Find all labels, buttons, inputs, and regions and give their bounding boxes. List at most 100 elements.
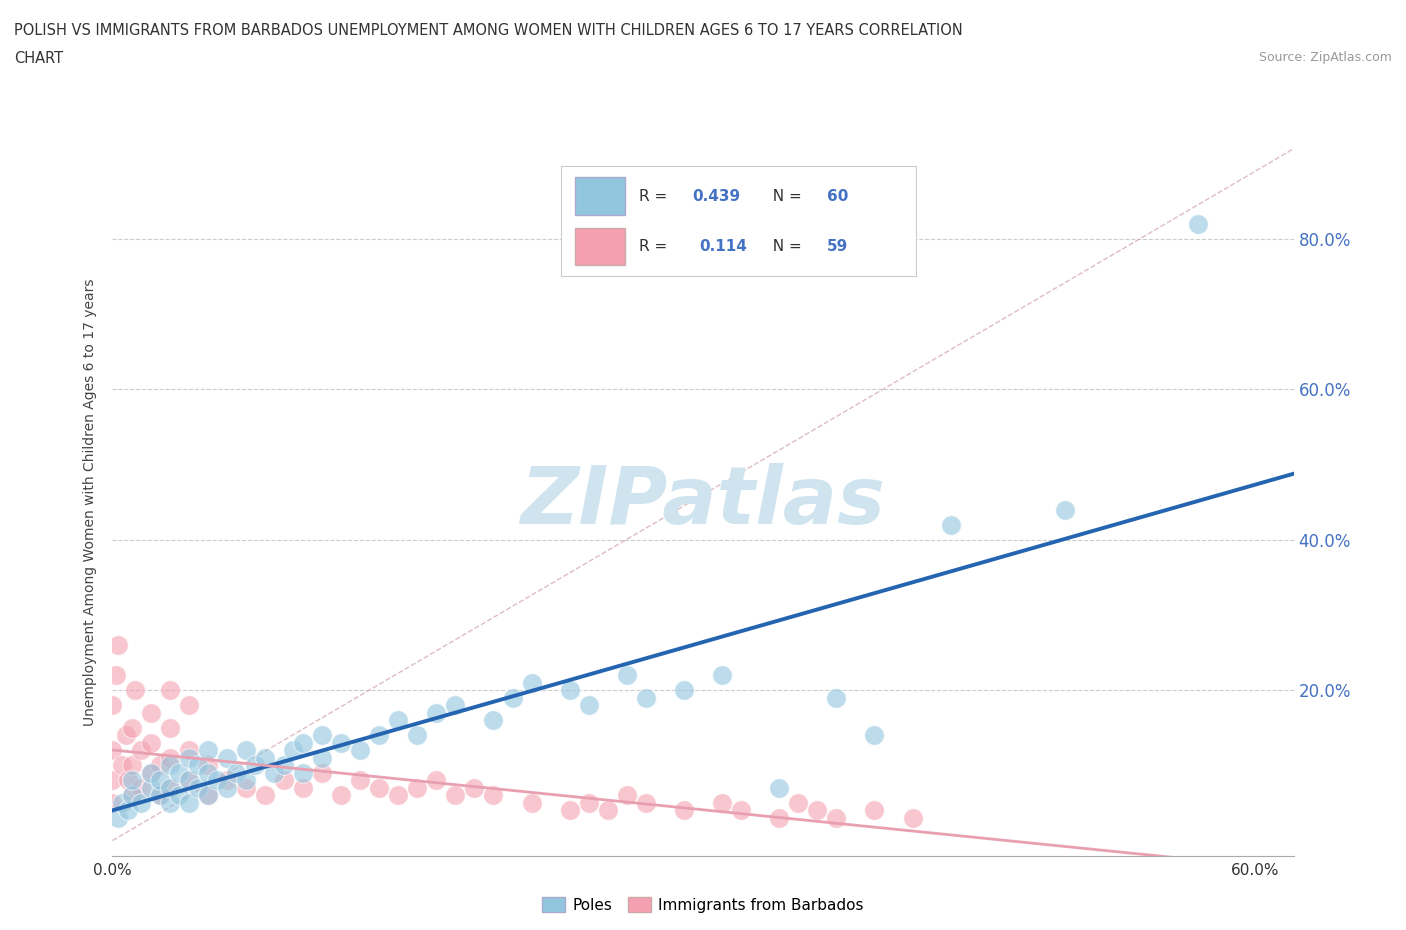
Point bbox=[121, 721, 143, 736]
Point bbox=[616, 668, 638, 683]
Point bbox=[787, 795, 810, 810]
Point bbox=[139, 765, 162, 780]
Point bbox=[406, 728, 429, 743]
Point bbox=[368, 780, 391, 795]
Point bbox=[235, 743, 257, 758]
Point bbox=[825, 690, 848, 705]
Point bbox=[425, 705, 447, 720]
Point bbox=[520, 675, 543, 690]
Point bbox=[245, 758, 267, 773]
Point bbox=[105, 668, 128, 683]
Point bbox=[349, 743, 371, 758]
Point bbox=[634, 690, 657, 705]
Point bbox=[167, 765, 190, 780]
Point bbox=[235, 773, 257, 788]
Point bbox=[107, 638, 129, 653]
Point bbox=[215, 773, 238, 788]
Point bbox=[159, 683, 181, 698]
Point bbox=[291, 780, 314, 795]
Point bbox=[149, 788, 172, 803]
Point bbox=[387, 712, 409, 727]
Point bbox=[101, 698, 124, 712]
Point bbox=[177, 743, 200, 758]
Point bbox=[101, 773, 124, 788]
Point bbox=[121, 773, 143, 788]
Point bbox=[121, 788, 143, 803]
Point bbox=[311, 765, 333, 780]
Point bbox=[149, 758, 172, 773]
Point bbox=[129, 743, 152, 758]
Point bbox=[578, 698, 600, 712]
Point bbox=[263, 765, 285, 780]
Point bbox=[139, 736, 162, 751]
Point bbox=[672, 683, 695, 698]
Point bbox=[177, 751, 200, 765]
Text: CHART: CHART bbox=[14, 51, 63, 66]
Y-axis label: Unemployment Among Women with Children Ages 6 to 17 years: Unemployment Among Women with Children A… bbox=[83, 278, 97, 726]
Point bbox=[139, 780, 162, 795]
Point bbox=[311, 728, 333, 743]
Point bbox=[187, 780, 209, 795]
Point bbox=[121, 758, 143, 773]
Point bbox=[111, 758, 134, 773]
Point bbox=[520, 795, 543, 810]
Point bbox=[387, 788, 409, 803]
Point bbox=[197, 788, 219, 803]
Point bbox=[124, 683, 146, 698]
Point bbox=[101, 795, 124, 810]
Point bbox=[730, 803, 752, 817]
Point bbox=[291, 765, 314, 780]
Point bbox=[107, 811, 129, 826]
Point bbox=[502, 690, 524, 705]
Point bbox=[177, 773, 200, 788]
Point bbox=[711, 668, 734, 683]
Point bbox=[349, 773, 371, 788]
Point bbox=[283, 743, 305, 758]
Point bbox=[444, 698, 467, 712]
Legend: Poles, Immigrants from Barbados: Poles, Immigrants from Barbados bbox=[536, 890, 870, 919]
Point bbox=[114, 728, 136, 743]
Point bbox=[159, 780, 181, 795]
Point bbox=[139, 765, 162, 780]
Point bbox=[711, 795, 734, 810]
Point bbox=[253, 751, 276, 765]
Point bbox=[863, 803, 886, 817]
Point bbox=[463, 780, 485, 795]
Point bbox=[197, 788, 219, 803]
Point bbox=[139, 705, 162, 720]
Point bbox=[482, 788, 505, 803]
Point bbox=[111, 795, 134, 810]
Point bbox=[167, 788, 190, 803]
Point bbox=[159, 780, 181, 795]
Point bbox=[235, 780, 257, 795]
Point bbox=[225, 765, 247, 780]
Point bbox=[1053, 502, 1076, 517]
Point bbox=[149, 788, 172, 803]
Point bbox=[121, 788, 143, 803]
Point bbox=[215, 751, 238, 765]
Point bbox=[129, 780, 152, 795]
Point bbox=[177, 698, 200, 712]
Point bbox=[273, 773, 295, 788]
Point bbox=[863, 728, 886, 743]
Point bbox=[444, 788, 467, 803]
Point bbox=[768, 811, 790, 826]
Point bbox=[177, 773, 200, 788]
Point bbox=[558, 683, 581, 698]
Text: Source: ZipAtlas.com: Source: ZipAtlas.com bbox=[1258, 51, 1392, 64]
Point bbox=[482, 712, 505, 727]
Text: ZIPatlas: ZIPatlas bbox=[520, 463, 886, 541]
Point bbox=[291, 736, 314, 751]
Text: POLISH VS IMMIGRANTS FROM BARBADOS UNEMPLOYMENT AMONG WOMEN WITH CHILDREN AGES 6: POLISH VS IMMIGRANTS FROM BARBADOS UNEMP… bbox=[14, 23, 963, 38]
Point bbox=[129, 795, 152, 810]
Point bbox=[406, 780, 429, 795]
Point bbox=[197, 758, 219, 773]
Point bbox=[672, 803, 695, 817]
Point bbox=[558, 803, 581, 817]
Point bbox=[253, 788, 276, 803]
Point bbox=[159, 721, 181, 736]
Point bbox=[207, 773, 229, 788]
Point bbox=[901, 811, 924, 826]
Point bbox=[939, 517, 962, 532]
Point bbox=[311, 751, 333, 765]
